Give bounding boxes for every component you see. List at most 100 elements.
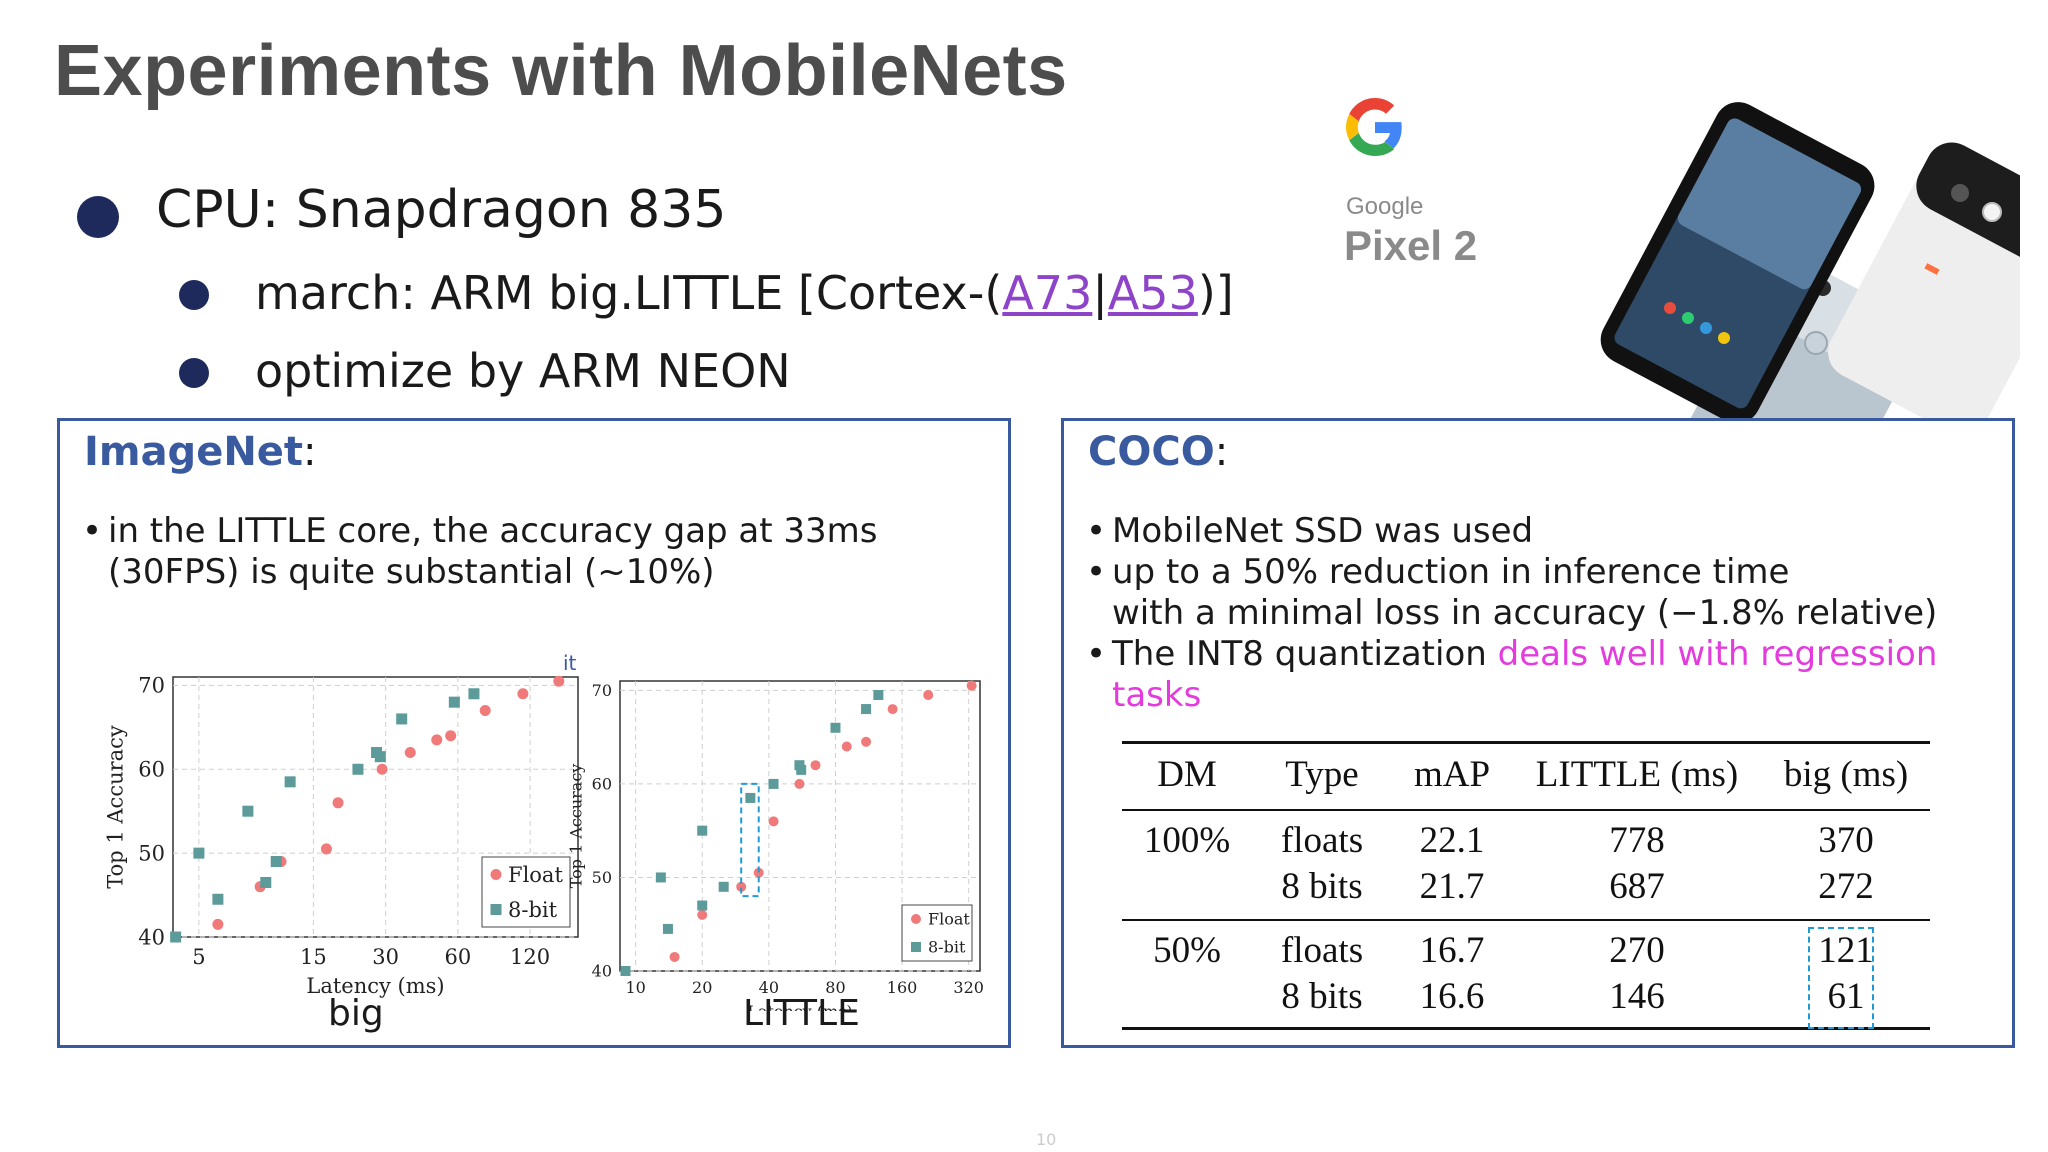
x-tick-label: 160 xyxy=(887,978,918,997)
data-point-float xyxy=(404,746,416,758)
heading-colon: : xyxy=(1214,429,1229,475)
y-axis-label: Top 1 Accuracy xyxy=(104,725,128,889)
imagenet-heading: ImageNet: xyxy=(84,429,317,475)
data-point-float xyxy=(320,843,332,855)
data-point-float xyxy=(794,778,805,789)
y-tick-label: 70 xyxy=(138,674,165,698)
cell-big: 61 xyxy=(1827,976,1865,1017)
x-axis-label: Latency (ms) xyxy=(306,974,444,998)
cell-type: 8 bits xyxy=(1281,866,1363,907)
table-rule-bottom xyxy=(1122,1027,1930,1030)
phone-front xyxy=(1600,102,1875,418)
legend-box xyxy=(481,856,571,928)
data-point-8bit xyxy=(662,923,673,934)
heading-colon: : xyxy=(303,429,317,475)
coco-bullet-3: • The INT8 quantization deals well with r… xyxy=(1086,634,1996,716)
chart-little: 40 50 60 70 10 20 40 80 160 320 Latency (ms) Top 1 … xyxy=(567,680,984,1011)
data-point-8bit xyxy=(768,778,779,789)
page-number: 10 xyxy=(1036,1130,1057,1149)
phone-back-white xyxy=(1828,142,2020,418)
y-tick-label: 70 xyxy=(592,681,612,700)
link-a73[interactable]: A73 xyxy=(1002,266,1093,320)
bullet-dot-small: • xyxy=(1086,511,1107,551)
data-point-8bit xyxy=(873,690,884,701)
coco-heading: COCO: xyxy=(1088,429,1228,475)
cell-map: 16.7 xyxy=(1419,930,1485,971)
data-point-float xyxy=(332,797,344,809)
coco-b3-prefix: The INT8 quantization xyxy=(1112,634,1498,674)
y-axis-label: Top 1 Accuracy xyxy=(567,764,586,889)
highlight-box xyxy=(740,782,760,898)
coco-bullet-1: • MobileNet SSD was used xyxy=(1086,511,1996,552)
bullet-neon: optimize by ARM NEON xyxy=(255,344,791,398)
highlight-box xyxy=(1808,927,1874,1029)
x-tick-label: 20 xyxy=(692,978,712,997)
data-point-float xyxy=(212,918,224,930)
x-tick-label: 15 xyxy=(300,945,327,969)
cell-type: floats xyxy=(1280,820,1364,861)
th-type: Type xyxy=(1285,754,1359,795)
data-point-8bit xyxy=(170,931,182,943)
data-point-8bit xyxy=(697,900,708,911)
data-point-8bit xyxy=(270,856,282,868)
bullet-cpu: CPU: Snapdragon 835 xyxy=(156,180,727,240)
data-point-8bit xyxy=(796,764,807,775)
data-point-8bit xyxy=(242,805,254,817)
data-point-float xyxy=(479,705,491,717)
march-suffix: )] xyxy=(1197,266,1234,320)
data-point-float xyxy=(736,881,747,892)
th-big: big (ms) xyxy=(1783,754,1909,795)
bullet-dot-small: • xyxy=(82,511,103,551)
data-point-8bit xyxy=(745,792,756,803)
th-map: mAP xyxy=(1413,754,1491,795)
bullet-dot-small: • xyxy=(1086,552,1107,592)
coco-bullet-2: • up to a 50% reduction in inference time… xyxy=(1086,552,1996,634)
legend-swatch xyxy=(490,904,502,915)
cell-dm: 50% xyxy=(1153,930,1221,971)
cell-big: 370 xyxy=(1818,820,1874,861)
data-point-float xyxy=(861,736,872,747)
data-point-float xyxy=(966,680,977,691)
x-tick-label: 5 xyxy=(192,945,205,969)
page-title: Experiments with MobileNets xyxy=(54,31,1068,111)
coco-b3-text: The INT8 quantization deals well with re… xyxy=(1112,634,1996,716)
coco-b1-text: MobileNet SSD was used xyxy=(1112,511,1534,551)
y-tick-label: 50 xyxy=(138,841,165,865)
cell-little: 146 xyxy=(1609,976,1665,1017)
data-point-float xyxy=(376,763,388,775)
data-point-float xyxy=(669,951,680,962)
data-point-float xyxy=(753,867,764,878)
imagenet-panel: ImageNet: • in the LITTLE core, the accu… xyxy=(57,418,1011,1048)
coco-bullets: • MobileNet SSD was used • up to a 50% red… xyxy=(1086,511,1996,716)
data-point-float xyxy=(697,909,708,920)
cell-little: 778 xyxy=(1609,820,1665,861)
coco-b2-line1: up to a 50% reduction in inference time xyxy=(1112,552,1790,592)
x-tick-label: 120 xyxy=(510,945,550,969)
data-point-float xyxy=(445,730,457,742)
cell-little: 687 xyxy=(1609,866,1665,907)
cell-type: floats xyxy=(1280,930,1364,971)
data-point-8bit xyxy=(448,696,460,708)
data-point-float xyxy=(431,734,443,746)
results-table: DM Type mAP LITTLE (ms) big (ms) 100% fl… xyxy=(1122,741,1930,1031)
data-point-8bit xyxy=(718,881,729,892)
legend-label: Float xyxy=(508,863,563,887)
table-rule-top xyxy=(1122,741,1930,744)
data-point-8bit xyxy=(396,713,408,725)
data-point-8bit xyxy=(620,966,631,976)
data-point-8bit xyxy=(193,847,205,859)
caption-little: LITTLE xyxy=(743,993,860,1034)
cell-type: 8 bits xyxy=(1281,976,1363,1017)
google-brand-text: Google xyxy=(1346,193,1424,220)
data-point-8bit xyxy=(374,751,386,763)
y-tick-label: 50 xyxy=(592,868,612,887)
coco-b2-line2: with a minimal loss in accuracy (−1.8% r… xyxy=(1112,593,1938,633)
data-point-8bit xyxy=(468,688,480,700)
data-point-8bit xyxy=(260,876,272,888)
legend-swatch xyxy=(490,869,502,880)
cell-dm: 100% xyxy=(1143,820,1231,861)
link-a53[interactable]: A53 xyxy=(1107,266,1198,320)
imagenet-bullet-text: in the LITTLE core, the accuracy gap at … xyxy=(108,511,878,592)
data-point-8bit xyxy=(284,776,296,788)
table-rule-header xyxy=(1122,809,1930,811)
